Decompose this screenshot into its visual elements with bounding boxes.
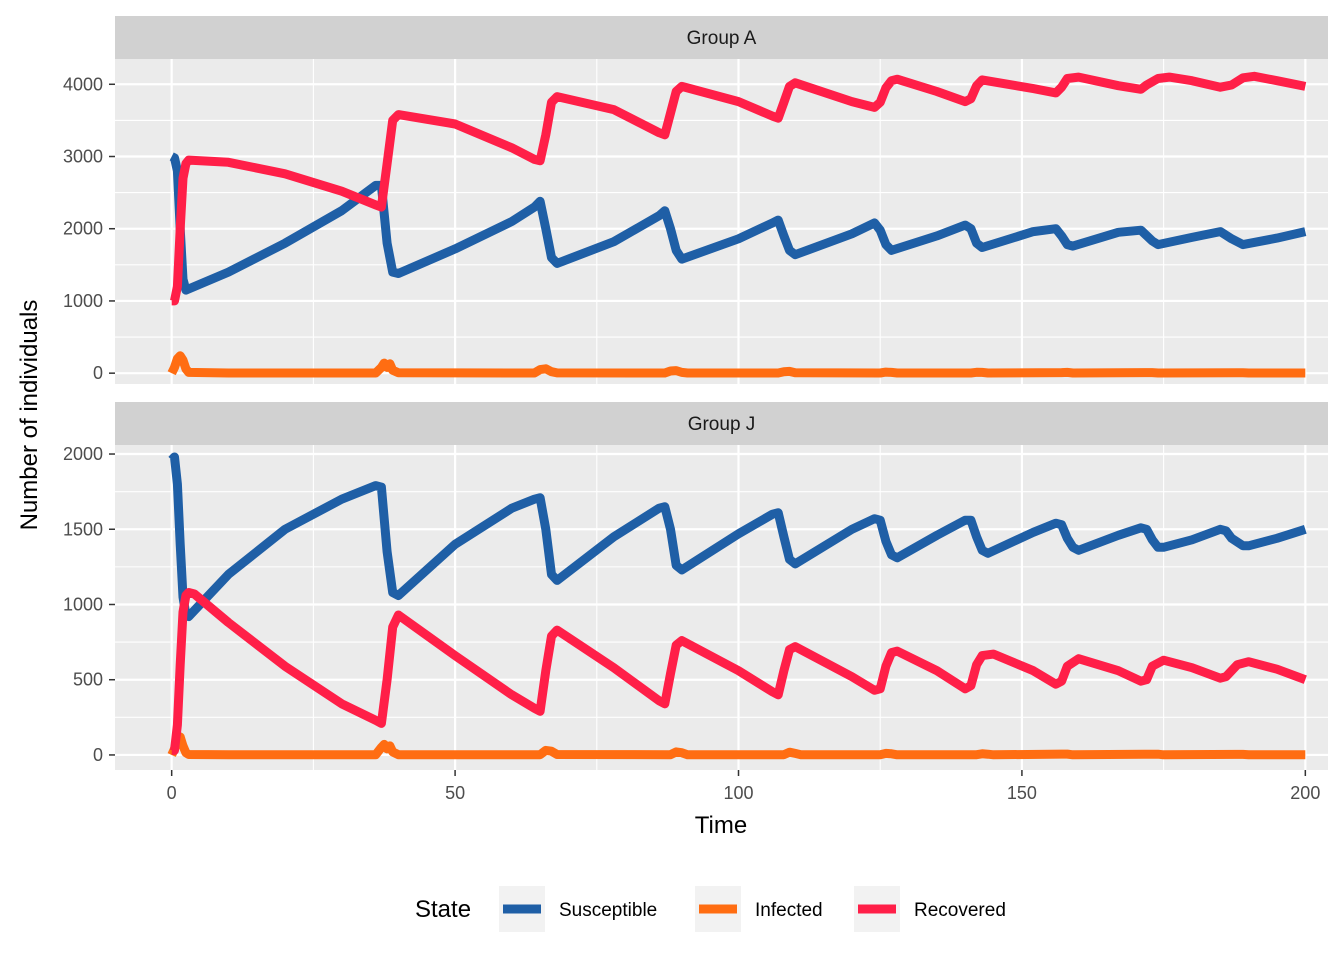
legend-label-susceptible: Susceptible [559,900,657,921]
legend-item-recovered: Recovered [854,886,1006,932]
legend-item-susceptible: Susceptible [499,886,657,932]
x-axis-title: Time [695,812,747,839]
x-tick-label: 150 [1007,783,1037,803]
y-tick-label: 1500 [63,519,103,539]
y-tick-label: 2000 [63,219,103,239]
y-tick-label: 2000 [63,444,103,464]
legend-label-recovered: Recovered [914,900,1006,921]
y-tick-label: 500 [73,670,103,690]
panel-strip-label: Group A [687,28,757,49]
x-tick-label: 200 [1290,783,1320,803]
legend-label-infected: Infected [755,900,823,921]
series-line-infected [167,351,1306,378]
x-tick-label: 50 [445,783,465,803]
y-axis-title: Number of individuals [16,300,43,531]
panel-strip [115,402,1328,445]
legend-items: Susceptible Infected Recovered [499,886,1006,932]
panel-1: Group A 0 1000 2000 3000 4000 [63,16,1328,384]
legend-title: State [415,896,471,923]
y-tick-label: 1000 [63,594,103,614]
y-tick-label: 0 [93,745,103,765]
panel-strip [115,16,1328,59]
x-tick-label: 0 [167,783,177,803]
y-tick-label: 1000 [63,291,103,311]
series-line-recovered [170,588,1307,755]
panel-background [115,59,1328,384]
y-tick-label: 0 [93,363,103,383]
y-tick-label: 3000 [63,147,103,167]
series-line-susceptible [168,452,1307,621]
x-axis: 0 50 100 150 200 [167,770,1320,803]
panel-2: Group J 0 500 1000 1500 2000 [63,402,1328,770]
series-line-susceptible [169,152,1307,295]
legend-item-infected: Infected [695,886,823,932]
series-line-infected [167,732,1306,760]
series-line-recovered [170,71,1307,306]
y-tick-label: 4000 [63,74,103,94]
panel-background [115,445,1328,770]
x-tick-label: 100 [723,783,753,803]
panel-strip-label: Group J [688,414,756,435]
legend: State Susceptible Infected Recovered [415,886,1006,932]
